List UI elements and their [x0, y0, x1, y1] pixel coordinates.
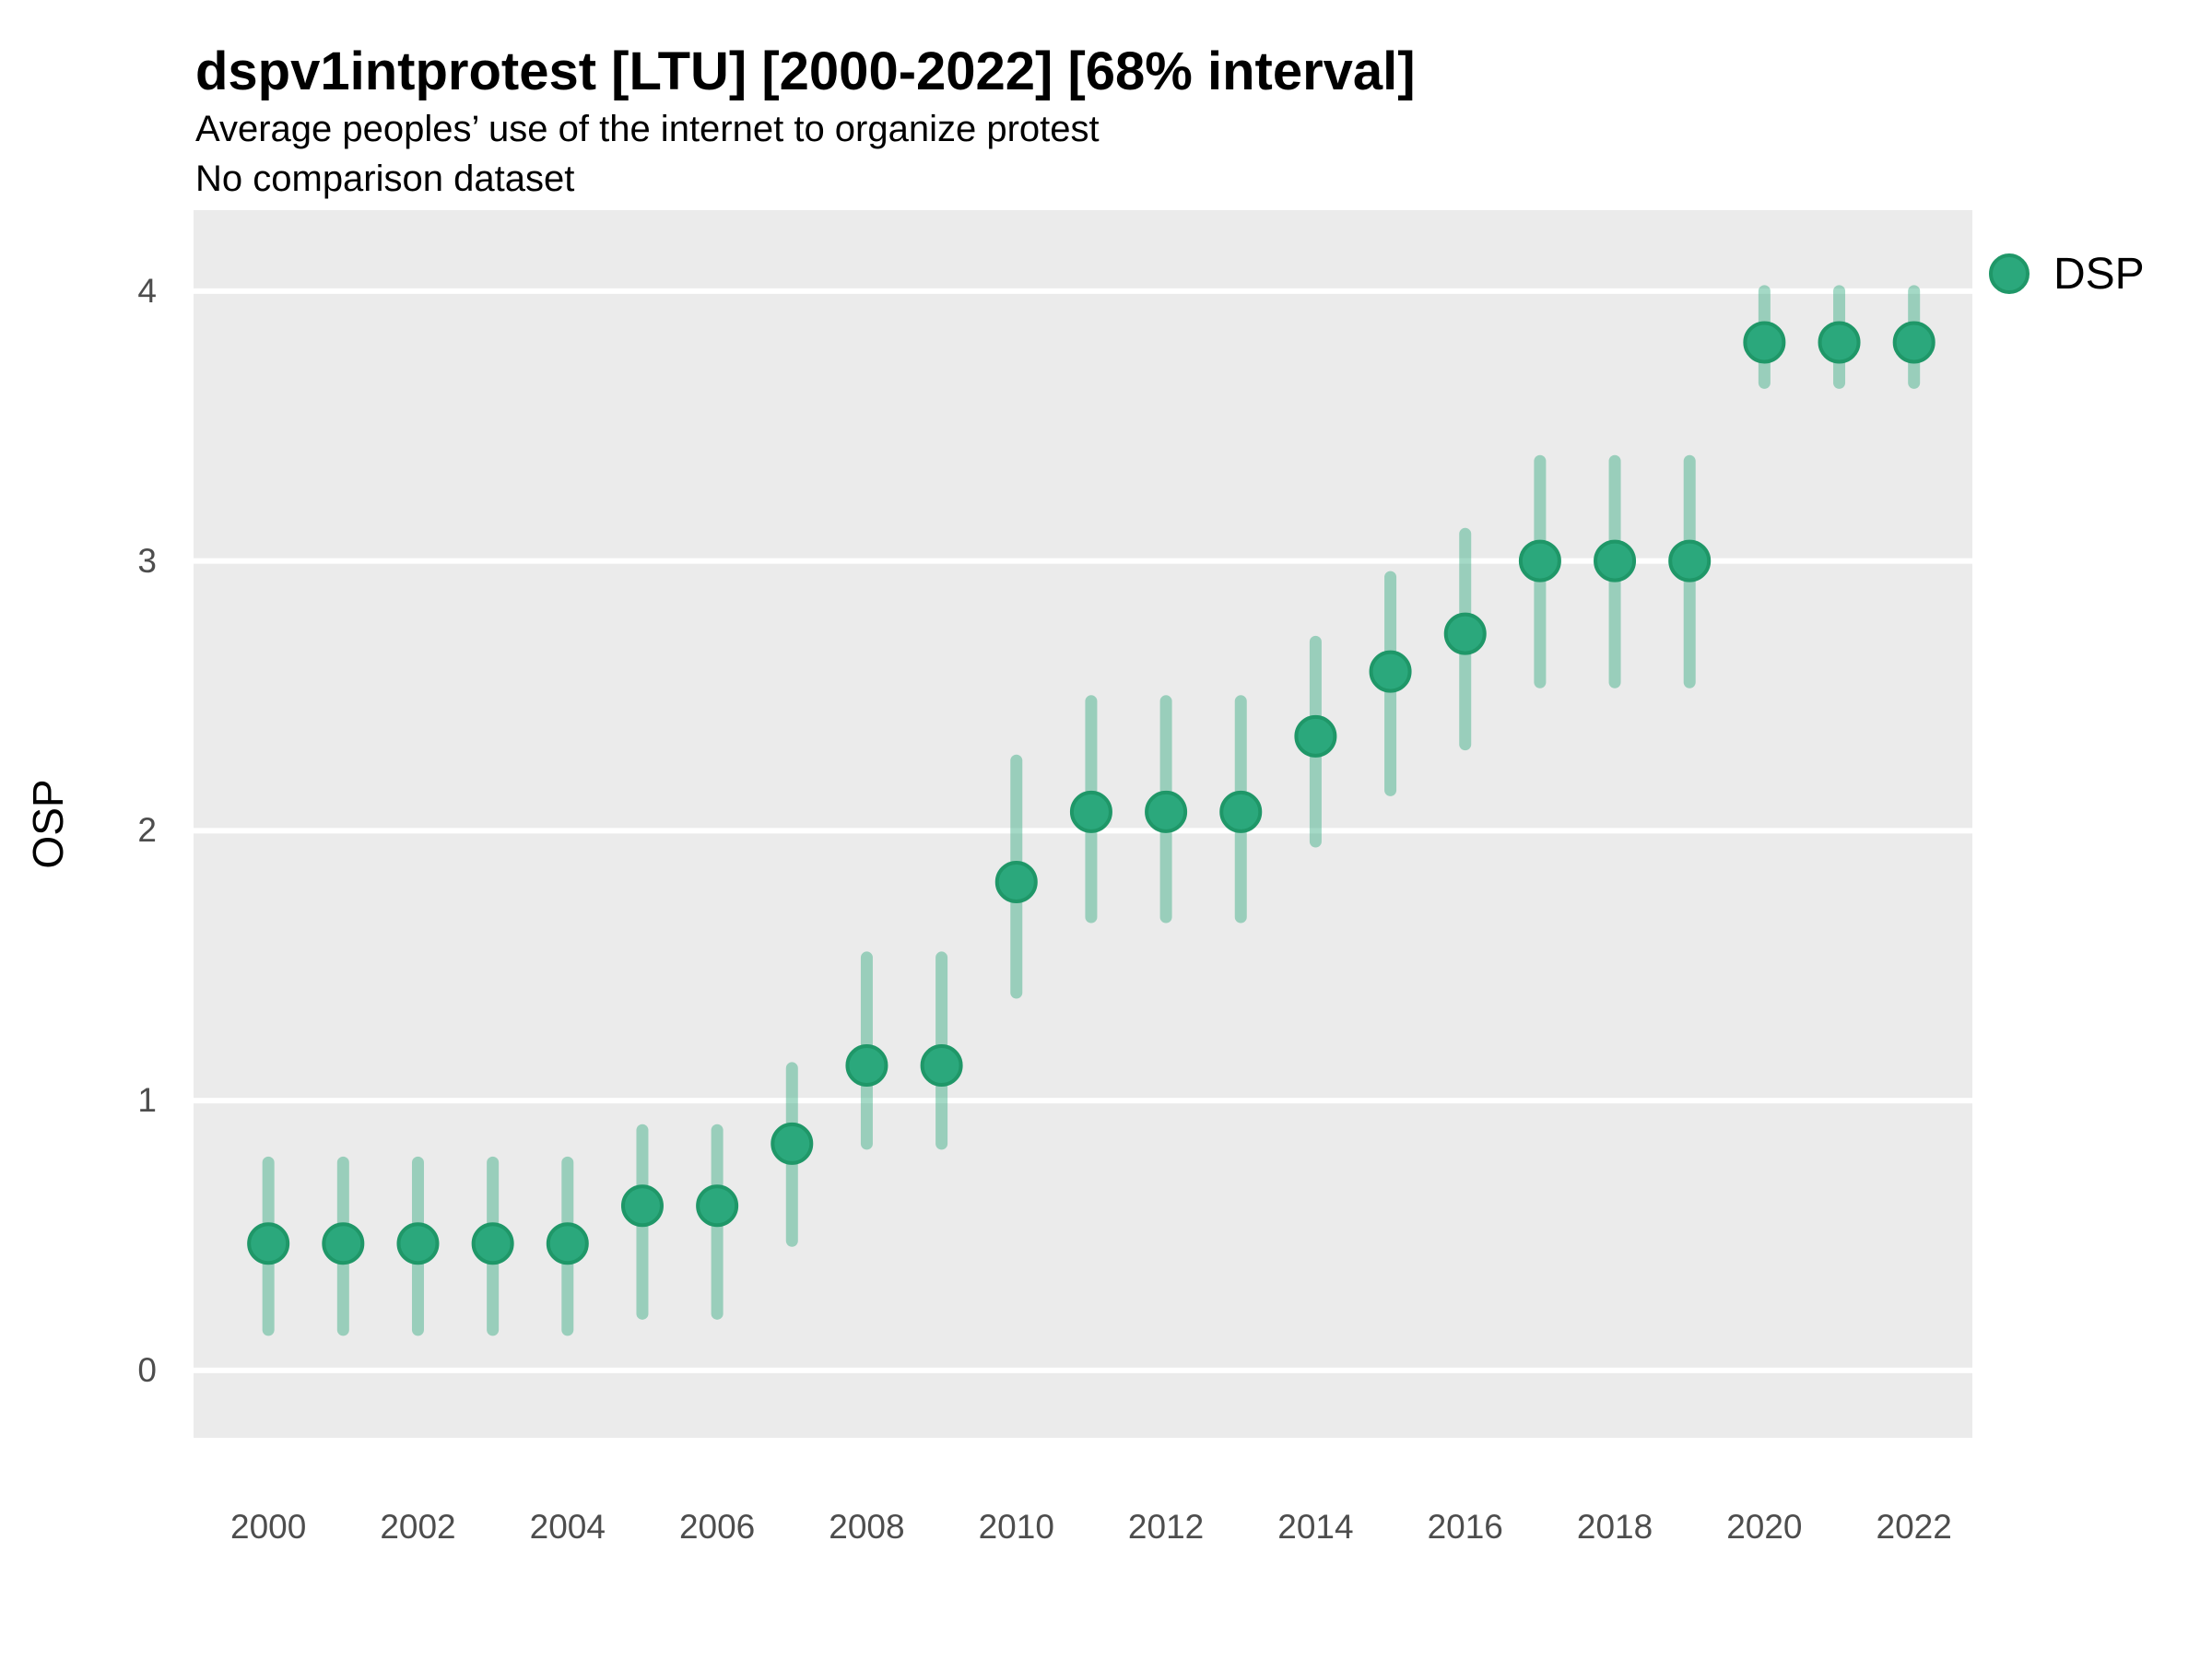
x-tick-label-2012: 2012 — [1127, 1508, 1205, 1546]
data-point-2011 — [1069, 790, 1112, 833]
data-point-2014 — [1294, 714, 1337, 758]
legend-dot-icon — [1989, 253, 2030, 294]
chart-subtitle: Average peoples’ use of the internet to … — [195, 109, 1100, 149]
x-tick-label-2018: 2018 — [1576, 1508, 1653, 1546]
data-point-2012 — [1145, 790, 1188, 833]
y-tick-label-4: 4 — [137, 271, 157, 310]
data-point-2013 — [1219, 790, 1263, 833]
legend: DSP — [1989, 249, 2145, 299]
data-point-2007 — [771, 1122, 814, 1165]
data-point-2002 — [396, 1222, 440, 1265]
data-point-2005 — [620, 1184, 664, 1228]
x-tick-label-2016: 2016 — [1427, 1508, 1503, 1546]
x-tick-label-2006: 2006 — [678, 1508, 756, 1546]
data-point-2006 — [696, 1184, 739, 1228]
y-tick-label-3: 3 — [137, 541, 157, 580]
data-point-2001 — [322, 1222, 365, 1265]
data-point-2020 — [1743, 321, 1786, 364]
x-tick-label-2004: 2004 — [529, 1508, 606, 1546]
data-point-2017 — [1518, 539, 1561, 582]
x-tick-label-2008: 2008 — [829, 1508, 905, 1546]
plot-svg — [194, 285, 1972, 1373]
data-point-2008 — [845, 1044, 888, 1088]
data-point-2003 — [471, 1222, 514, 1265]
x-tick-label-2014: 2014 — [1277, 1508, 1354, 1546]
data-point-2010 — [994, 860, 1038, 903]
y-tick-label-0: 0 — [137, 1350, 157, 1389]
chart-title: dspv1intprotest [LTU] [2000-2022] [68% i… — [195, 41, 1416, 101]
x-tick-label-2010: 2010 — [978, 1508, 1054, 1546]
data-point-2015 — [1369, 650, 1412, 693]
data-point-2019 — [1668, 539, 1712, 582]
y-tick-label-1: 1 — [137, 1081, 157, 1120]
x-tick-label-2002: 2002 — [380, 1508, 456, 1546]
x-tick-label-2020: 2020 — [1726, 1508, 1803, 1546]
data-point-2018 — [1594, 539, 1637, 582]
data-point-2016 — [1443, 612, 1487, 655]
data-point-2000 — [247, 1222, 290, 1265]
data-point-2022 — [1892, 321, 1936, 364]
legend-label: DSP — [2053, 249, 2145, 299]
chart-note: No comparison dataset — [195, 159, 575, 199]
y-tick-label-2: 2 — [137, 811, 157, 850]
x-tick-label-2022: 2022 — [1876, 1508, 1952, 1546]
data-point-2021 — [1818, 321, 1861, 364]
data-point-2009 — [920, 1044, 963, 1088]
data-point-2004 — [546, 1222, 589, 1265]
x-tick-label-2000: 2000 — [230, 1508, 307, 1546]
